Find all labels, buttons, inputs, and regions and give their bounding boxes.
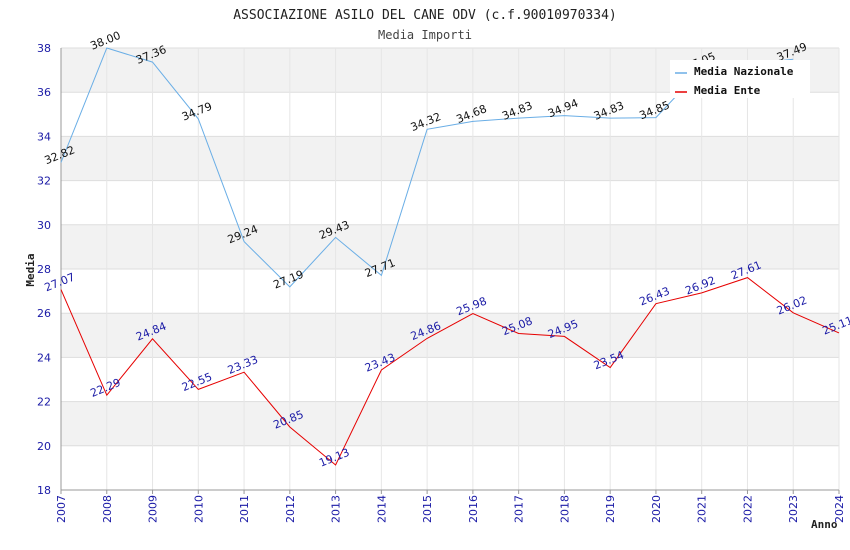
data-label-media-nazionale: 34.94	[546, 96, 580, 120]
x-tick-label: 2008	[101, 495, 114, 523]
x-tick-label: 2016	[467, 495, 480, 523]
y-tick-label: 30	[37, 219, 51, 232]
y-axis-label: Media	[24, 253, 37, 286]
chart-subtitle: Media Importi	[378, 28, 472, 42]
data-label-media-nazionale: 34.79	[180, 100, 214, 124]
x-tick-label: 2022	[741, 495, 754, 523]
grid-band	[61, 313, 839, 358]
chart-title: ASSOCIAZIONE ASILO DEL CANE ODV (c.f.900…	[233, 8, 617, 23]
x-tick-label: 2018	[558, 495, 571, 523]
grid-band	[61, 401, 839, 446]
data-label-media-nazionale: 27.19	[271, 268, 305, 292]
y-tick-label: 36	[37, 86, 51, 99]
x-tick-label: 2013	[330, 495, 343, 523]
grid-band	[61, 136, 839, 181]
axes	[60, 48, 840, 494]
grid-band	[61, 224, 839, 269]
legend: Media Nazionale Media Ente	[670, 60, 810, 98]
grid-bands	[61, 48, 839, 446]
data-label-media-nazionale: 34.85	[638, 98, 672, 122]
x-tick-label: 2024	[833, 495, 846, 523]
x-tick-label: 2011	[238, 495, 251, 523]
y-tick-label: 20	[37, 440, 51, 453]
data-label-media-nazionale: 34.83	[592, 99, 626, 123]
x-tick-label: 2020	[650, 495, 663, 523]
y-axis-ticks: 18 20 22 24 26 28 30 32 34 36 38	[37, 42, 51, 497]
x-tick-label: 2015	[421, 495, 434, 523]
x-tick-label: 2017	[513, 495, 526, 523]
y-tick-label: 38	[37, 42, 51, 55]
y-tick-label: 28	[37, 263, 51, 276]
legend-label-media-ente: Media Ente	[694, 84, 761, 97]
x-axis-label: Anno	[811, 518, 838, 531]
x-tick-label: 2021	[696, 495, 709, 523]
x-tick-label: 2009	[147, 495, 160, 523]
data-label-media-ente: 22.29	[88, 376, 122, 400]
data-label-media-nazionale: 34.68	[455, 102, 489, 126]
y-tick-label: 24	[37, 351, 51, 364]
x-tick-label: 2010	[192, 495, 205, 523]
data-label-media-ente: 22.55	[180, 370, 214, 394]
series-line-media-nazionale	[60, 47, 794, 288]
x-tick-label: 2019	[604, 495, 617, 523]
x-tick-label: 2007	[55, 495, 68, 523]
y-tick-label: 22	[37, 396, 51, 409]
data-label-media-nazionale: 34.83	[500, 99, 534, 123]
y-tick-label: 34	[37, 130, 51, 143]
data-label-media-ente: 26.92	[683, 274, 717, 298]
x-tick-label: 2023	[787, 495, 800, 523]
data-label-media-ente: 19.13	[317, 446, 351, 470]
data-label-media-nazionale: 34.32	[409, 110, 443, 134]
series-line-media-ente	[60, 277, 840, 466]
legend-box	[670, 60, 810, 98]
y-tick-label: 18	[37, 484, 51, 497]
y-tick-label: 26	[37, 307, 51, 320]
series-lines	[60, 47, 840, 466]
x-tick-label: 2012	[284, 495, 297, 523]
gridlines	[60, 47, 840, 491]
legend-label-media-nazionale: Media Nazionale	[694, 65, 794, 78]
x-axis-ticks: 2007 2008 2009 2010 2011 2012 2013 2014 2015 2016…	[55, 495, 846, 523]
y-tick-label: 32	[37, 175, 51, 188]
x-tick-label: 2014	[375, 495, 388, 523]
